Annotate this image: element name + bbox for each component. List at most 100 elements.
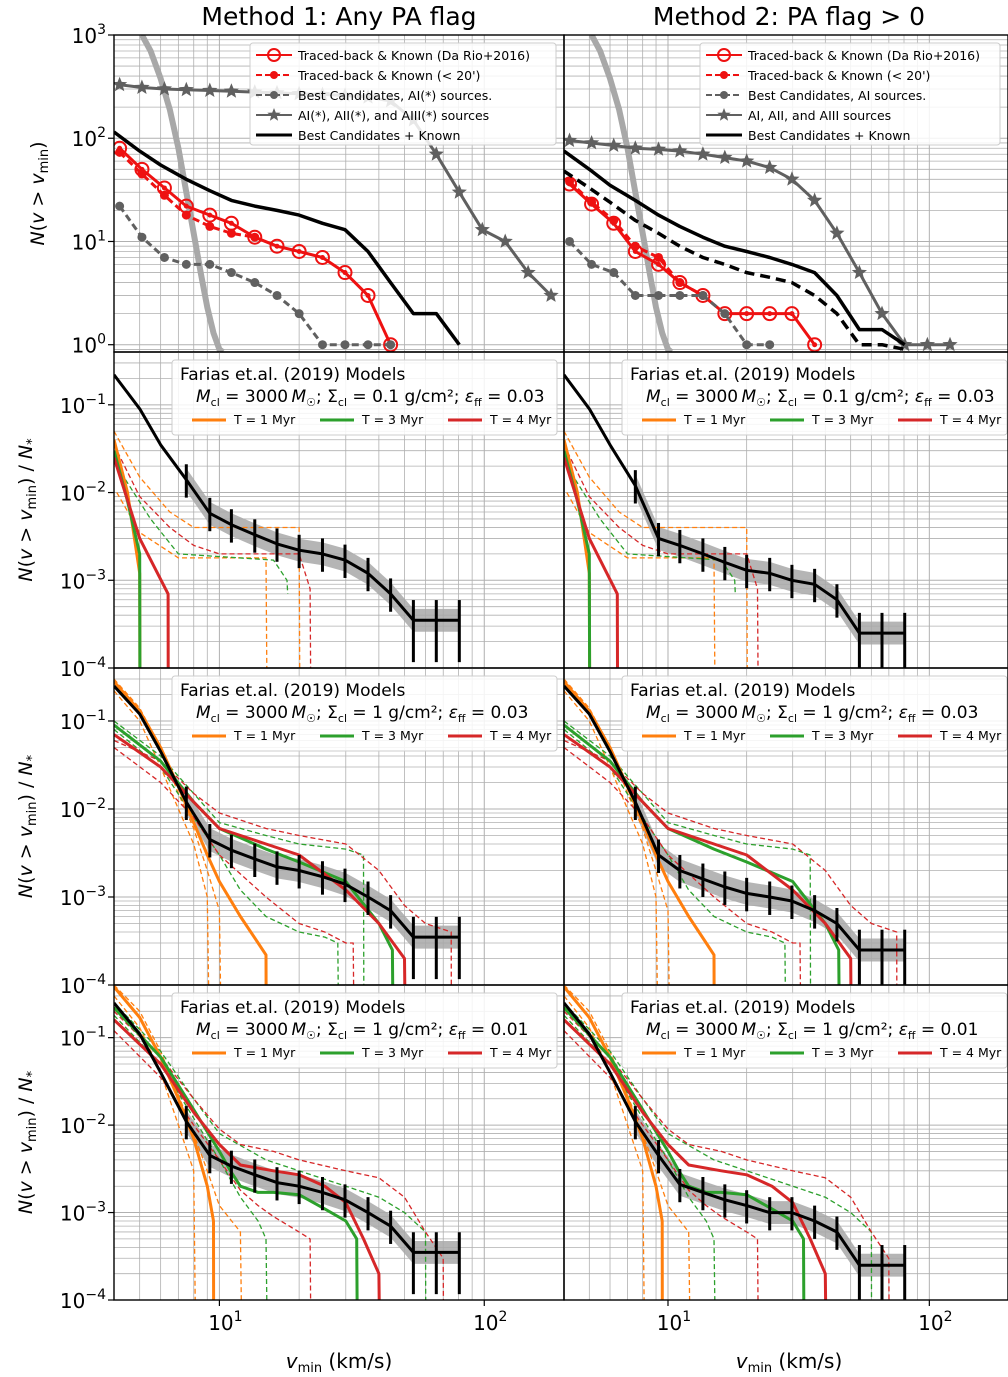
series-line	[564, 149, 906, 347]
marker-dot	[207, 212, 213, 218]
model-envelope	[114, 1002, 427, 1300]
y-tick-label: 10−1	[60, 392, 106, 418]
marker-star	[428, 146, 444, 161]
marker-dot	[161, 185, 167, 191]
legend-label: T = 3 Myr	[811, 412, 874, 427]
marker-star	[672, 143, 688, 158]
marker-star	[762, 159, 778, 174]
legend-swatch-marker	[267, 108, 281, 121]
legend-label: T = 4 Myr	[489, 1045, 552, 1060]
marker-star	[474, 221, 490, 237]
model-envelope	[114, 746, 355, 985]
marker-star	[739, 153, 755, 168]
y-tick-label: 10−4	[60, 655, 106, 681]
marker-dot	[115, 147, 125, 157]
marker-dot	[654, 252, 664, 262]
marker-dot	[159, 190, 169, 200]
model-line	[114, 1018, 381, 1300]
y-tick-label: 10−1	[60, 708, 106, 734]
model-envelope	[564, 1030, 759, 1300]
legend-label: T = 1 Myr	[233, 728, 296, 743]
data-line	[114, 373, 460, 622]
marker-dot	[812, 342, 818, 348]
legend-label: T = 3 Myr	[361, 412, 424, 427]
marker-dot	[767, 311, 773, 317]
legend-title: Farias et.al. (2019) Models	[180, 681, 405, 701]
legend-params: Mcl = 3000 M☉; Σcl = 1 g/cm²; εff = 0.03	[646, 703, 978, 725]
model-envelope	[114, 739, 452, 985]
model-envelope	[114, 1014, 268, 1300]
marker-star	[497, 233, 513, 248]
legend-label: Traced-back & Known (Da Rio+2016)	[747, 48, 980, 63]
marker-dot	[363, 340, 373, 350]
y-tick-label: 101	[72, 228, 106, 254]
legend-label: T = 3 Myr	[811, 728, 874, 743]
legend-swatch-marker	[270, 71, 278, 79]
y-tick-label: 102	[72, 125, 106, 151]
marker-star	[134, 79, 150, 94]
marker-dot	[675, 290, 685, 300]
marker-dot	[698, 290, 708, 300]
panel-row1-method1: Traced-back & Known (Da Rio+2016) Traced-…	[72, 22, 565, 358]
y-tick-label: 10−4	[60, 972, 106, 998]
marker-dot	[565, 177, 575, 187]
legend-box	[699, 42, 1001, 146]
legend-label: T = 1 Myr	[233, 412, 296, 427]
model-line	[114, 680, 268, 985]
marker-dot	[115, 201, 125, 211]
y-axis-label-normalized: N(v > vmin) / N*	[15, 754, 40, 898]
legend-label: Traced-back & Known (< 20')	[297, 68, 480, 83]
marker-star	[223, 83, 239, 98]
marker-star	[606, 137, 622, 152]
marker-open-circle	[337, 265, 353, 281]
marker-dot	[386, 340, 396, 350]
legend-box	[171, 359, 558, 436]
marker-open-circle	[672, 275, 688, 291]
model-envelope	[566, 465, 736, 594]
model-envelope	[114, 430, 301, 668]
model-envelope	[114, 728, 339, 985]
legend-label: T = 1 Myr	[683, 1045, 746, 1060]
data-line	[114, 1001, 460, 1254]
x-tick-label: 102	[918, 1309, 952, 1335]
model-envelope	[564, 746, 802, 985]
marker-star	[874, 305, 890, 321]
y-tick-label: 10−2	[60, 1112, 106, 1138]
legend-label: Best Candidates + Known	[748, 128, 910, 143]
series-line	[564, 169, 906, 352]
marker-star	[114, 76, 128, 92]
legend-swatch-marker	[720, 91, 728, 99]
marker-dot	[228, 220, 234, 226]
marker-star	[543, 287, 559, 302]
legend-title: Farias et.al. (2019) Models	[180, 998, 405, 1018]
legend-label: T = 1 Myr	[233, 1045, 296, 1060]
marker-open-circle	[291, 243, 307, 259]
y-tick-label: 10−3	[60, 884, 106, 910]
marker-dot	[205, 259, 215, 269]
marker-open-circle	[784, 306, 800, 322]
marker-dot	[744, 311, 750, 317]
marker-star	[650, 141, 667, 156]
reference-curve	[588, 35, 674, 352]
legend-label: T = 1 Myr	[683, 412, 746, 427]
legend-swatch-marker	[720, 71, 728, 79]
model-envelope	[116, 465, 289, 594]
legend-params: Mcl = 3000 M☉; Σcl = 1 g/cm²; εff = 0.01	[196, 1020, 528, 1042]
marker-dot	[183, 203, 189, 209]
legend-swatch-marker	[717, 48, 731, 62]
marker-star	[784, 171, 800, 186]
marker-dot	[317, 340, 327, 350]
marker-dot	[365, 292, 371, 298]
y-tick-label: 100	[72, 332, 106, 358]
legend-swatch-marker	[267, 48, 281, 62]
marker-dot	[587, 259, 597, 269]
marker-open-circle	[360, 287, 376, 303]
